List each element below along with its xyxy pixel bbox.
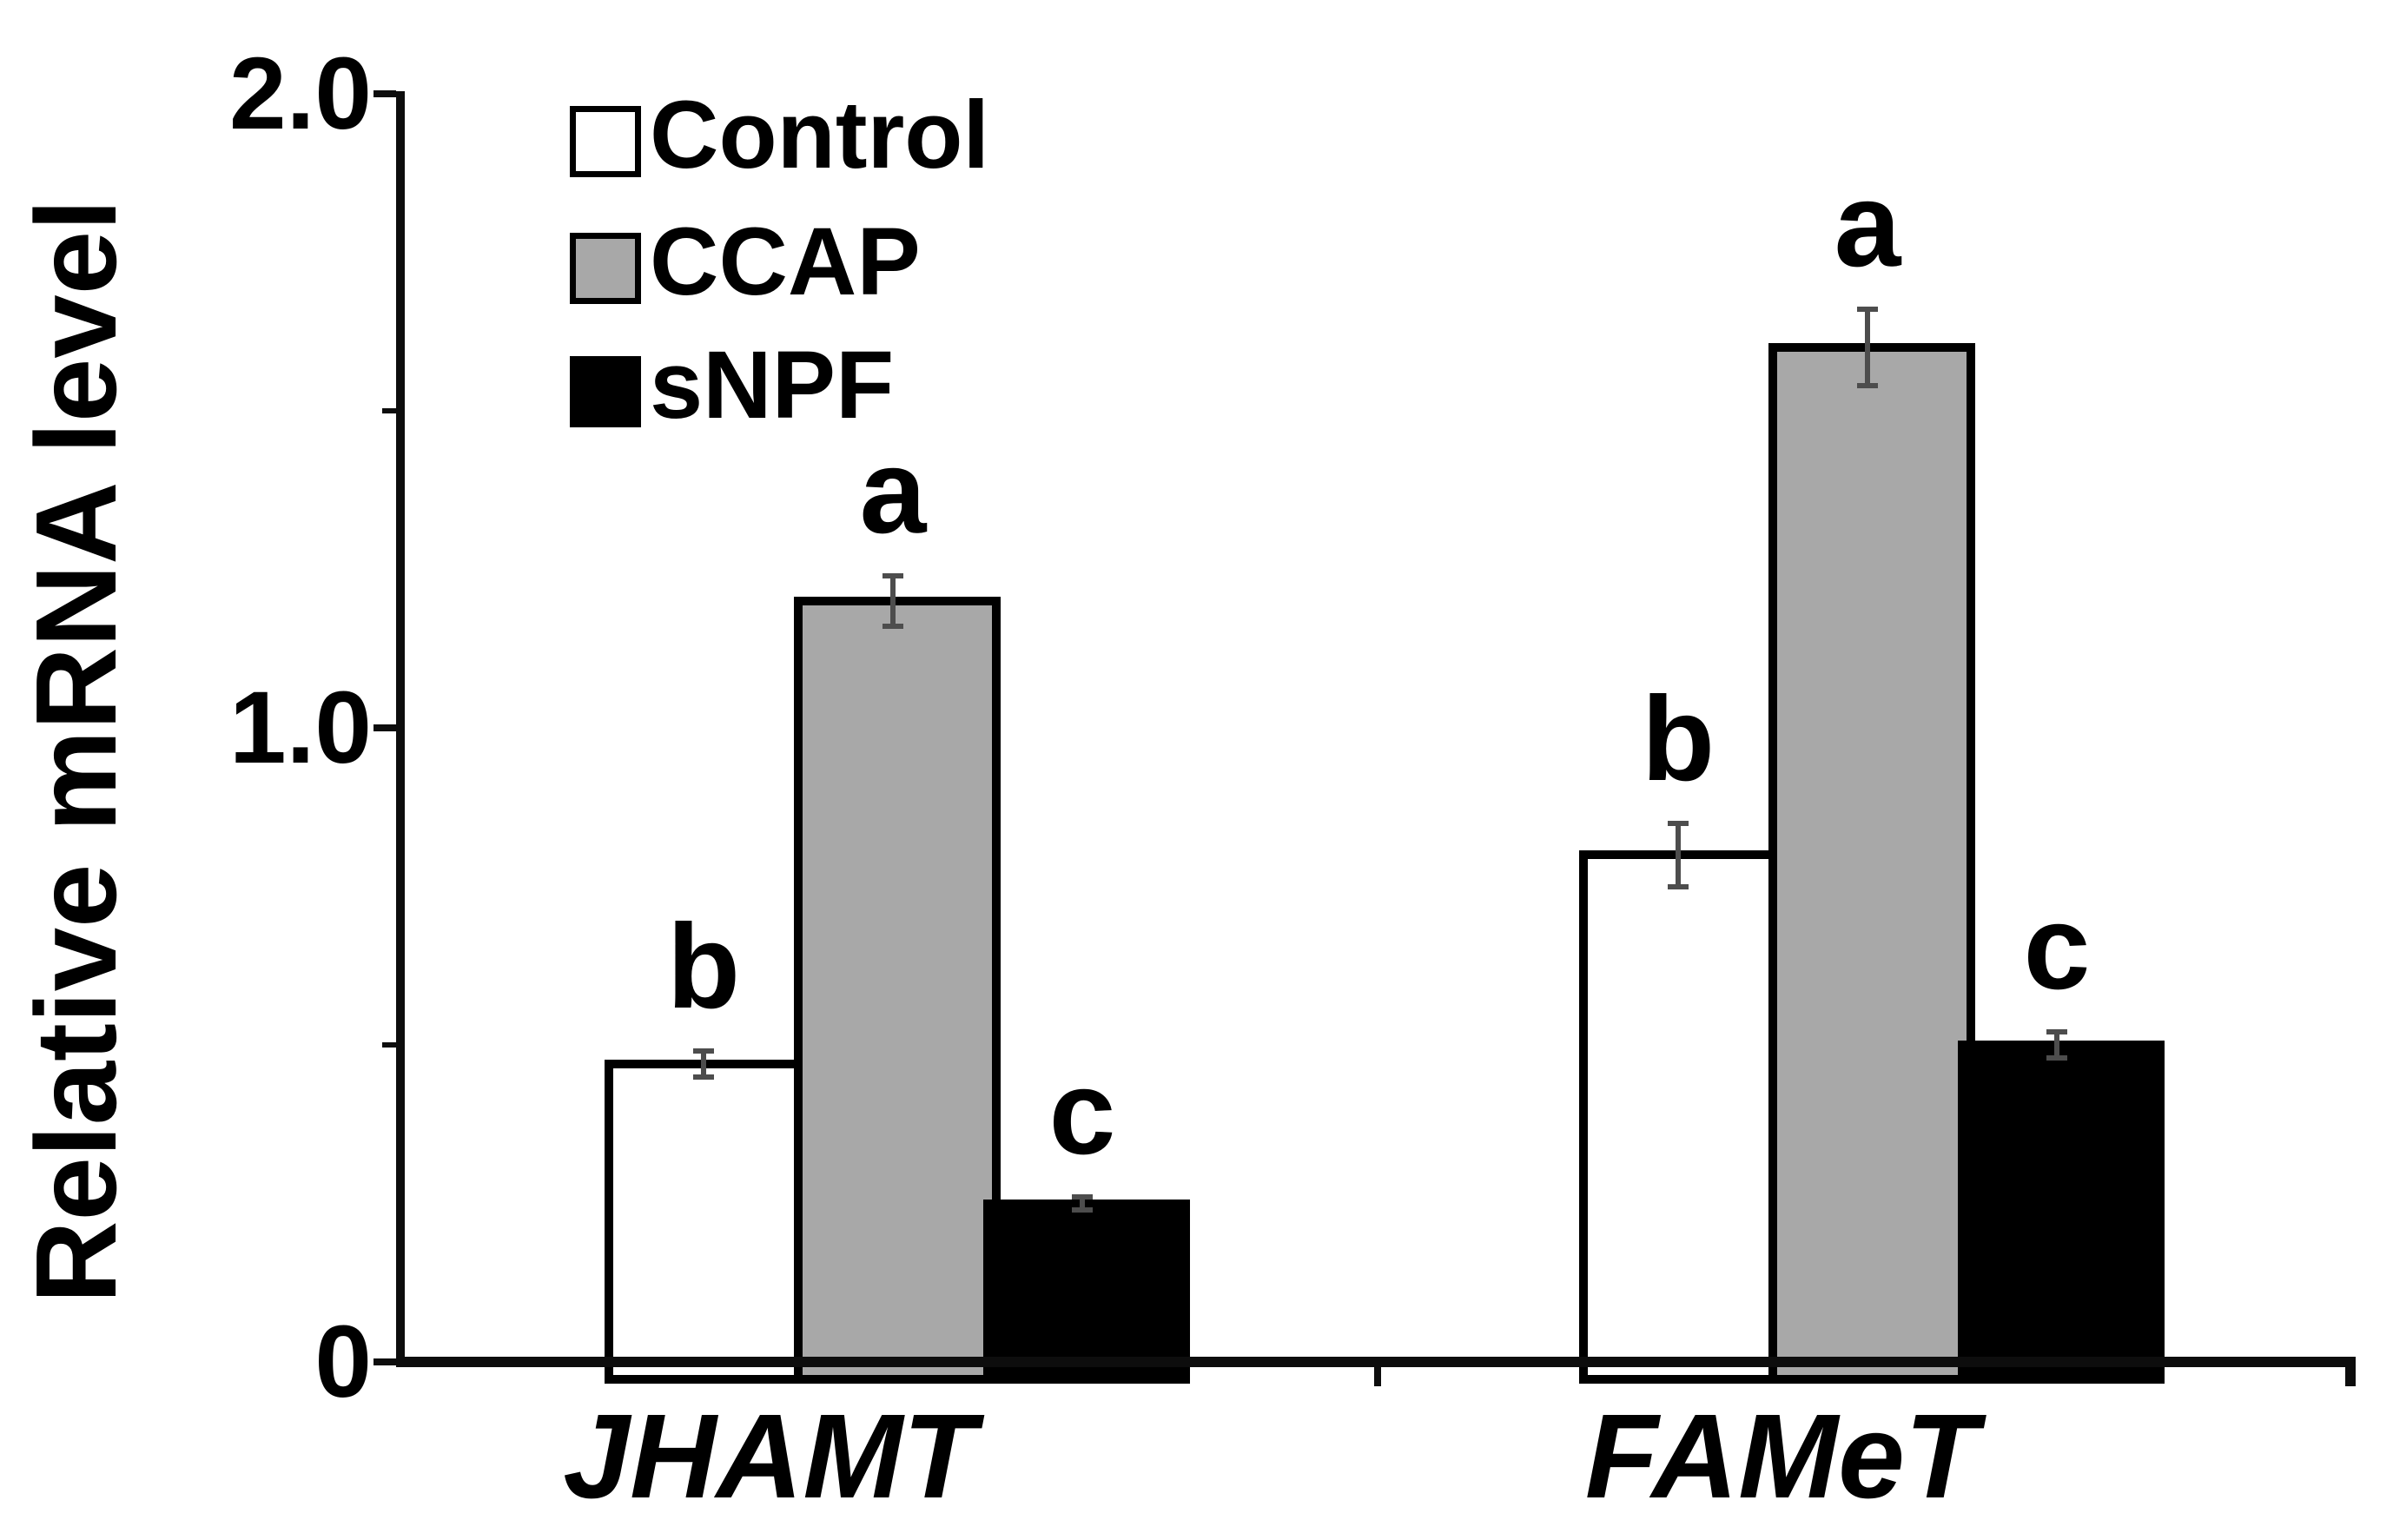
- error-bar-cap-top: [1668, 820, 1689, 826]
- y-axis-line: [396, 91, 405, 1367]
- bar-snpf-famet: [1958, 1041, 2165, 1384]
- significance-letter: a: [1834, 158, 1901, 293]
- significance-letter: c: [2023, 881, 2091, 1015]
- legend-swatch-snpf: [570, 356, 641, 427]
- error-bar-cap-top: [883, 572, 903, 578]
- bar-ccap-famet: [1768, 343, 1975, 1384]
- error-bar-cap-top: [2046, 1029, 2067, 1035]
- error-bar-line: [2054, 1032, 2059, 1058]
- error-bar-cap-top: [693, 1048, 714, 1054]
- significance-letter: b: [666, 900, 741, 1034]
- error-bar-line: [890, 575, 896, 627]
- y-tick-label: 2.0: [228, 36, 372, 151]
- y-tick-label: 1.0: [228, 671, 372, 785]
- legend-swatch-ccap: [570, 233, 641, 304]
- y-major-tick: [373, 90, 396, 97]
- error-bar-line: [1865, 309, 1870, 386]
- error-bar-cap-bottom: [1668, 883, 1689, 889]
- error-bar-cap-bottom: [883, 624, 903, 630]
- legend-label: sNPF: [650, 332, 895, 439]
- bar-snpf-jhamt: [983, 1199, 1190, 1384]
- bar-control-famet: [1579, 850, 1786, 1384]
- error-bar-cap-bottom: [693, 1074, 714, 1080]
- x-axis-end-tick: [2345, 1362, 2356, 1386]
- x-axis-mid-tick: [1374, 1367, 1381, 1386]
- bar-ccap-jhamt: [794, 597, 1001, 1384]
- significance-letter: c: [1048, 1046, 1116, 1180]
- y-tick-label: 0: [314, 1305, 372, 1419]
- y-major-tick: [373, 724, 396, 731]
- x-category-label: FAMeT: [1584, 1390, 1979, 1523]
- y-axis-title: Relative mRNA level: [12, 199, 140, 1304]
- error-bar-cap-bottom: [2046, 1054, 2067, 1061]
- error-bar-cap-top: [1857, 307, 1878, 313]
- error-bar-cap-top: [1072, 1194, 1093, 1200]
- error-bar-cap-bottom: [1072, 1206, 1093, 1213]
- significance-letter: a: [859, 424, 927, 558]
- bar-control-jhamt: [605, 1059, 811, 1384]
- y-major-tick: [373, 1358, 396, 1365]
- x-category-label: JHAMT: [563, 1390, 976, 1523]
- error-bar-line: [701, 1051, 706, 1077]
- legend-label: CCAP: [650, 208, 921, 315]
- significance-letter: b: [1641, 671, 1715, 806]
- error-bar-line: [1080, 1197, 1085, 1210]
- error-bar-cap-bottom: [1857, 382, 1878, 388]
- y-minor-tick: [382, 408, 396, 413]
- legend-label: Control: [650, 82, 990, 188]
- x-axis-line: [396, 1357, 2356, 1367]
- legend-swatch-control: [570, 106, 641, 177]
- y-minor-tick: [382, 1042, 396, 1048]
- error-bar-line: [1676, 823, 1681, 887]
